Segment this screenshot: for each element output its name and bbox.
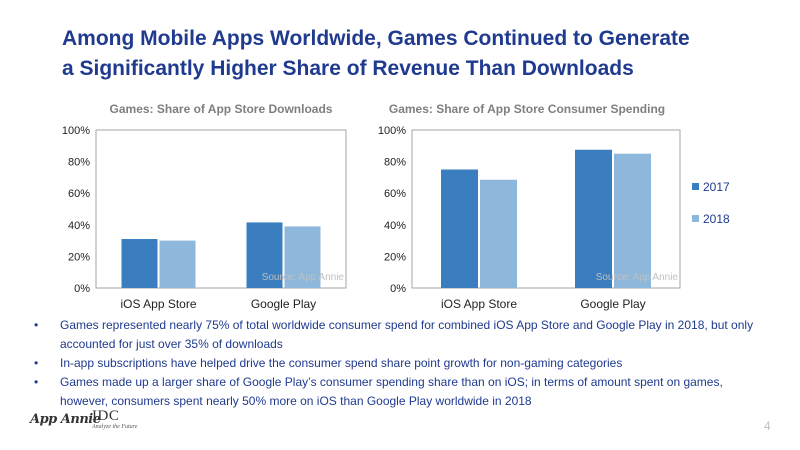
downloads-source-note: Source: App Annie (262, 272, 345, 283)
legend-swatch-2017 (692, 183, 699, 190)
spending-bar-2018 (614, 153, 651, 288)
downloads-y-tick-label: 40% (68, 220, 90, 232)
spending-bar-2018 (480, 179, 517, 288)
spending-category-label: iOS App Store (441, 297, 517, 311)
downloads-category-label: Google Play (251, 297, 316, 311)
spending-source-note: Source: App Annie (596, 272, 679, 283)
idc-logo: IDC Analyze the Future (92, 408, 152, 431)
bullet-item: Games made up a larger share of Google P… (32, 373, 762, 411)
legend-swatch-2018 (692, 215, 699, 222)
downloads-category-label: iOS App Store (120, 297, 196, 311)
downloads-bar-2018 (284, 226, 321, 288)
spending-bar-2017 (441, 169, 478, 288)
idc-logo-name: IDC (92, 408, 120, 424)
page-title-line-1: Among Mobile Apps Worldwide, Games Conti… (62, 27, 690, 50)
spending-y-tick-label: 20% (384, 251, 406, 263)
downloads-bar-2018 (159, 240, 196, 288)
app-annie-logo: App Annie (30, 412, 101, 427)
bullet-item: Games represented nearly 75% of total wo… (32, 316, 762, 354)
bullet-list: Games represented nearly 75% of total wo… (32, 316, 762, 411)
page-title-line-2: a Significantly Higher Share of Revenue … (62, 57, 634, 80)
downloads-chart: Games: Share of App Store Downloads 0% 20%… (50, 98, 350, 313)
downloads-bar-2017 (121, 239, 158, 288)
spending-chart: Games: Share of App Store Consumer Spend… (372, 98, 792, 313)
downloads-y-tick-label: 0% (74, 283, 90, 295)
spending-plot-frame (411, 129, 681, 289)
spending-y-tick-label: 80% (384, 157, 406, 169)
spending-chart-svg: Games: Share of App Store Consumer Spend… (378, 102, 730, 311)
legend-label-2018: 2018 (703, 212, 730, 226)
downloads-chart-svg: Games: Share of App Store Downloads 0% 20%… (62, 102, 347, 311)
page-title: Among Mobile Apps Worldwide, Games Conti… (62, 24, 762, 84)
spending-bar-2017 (575, 149, 612, 288)
downloads-plot-frame (95, 129, 347, 289)
spending-y-tick-label: 0% (390, 283, 406, 295)
downloads-chart-title: Games: Share of App Store Downloads (110, 102, 333, 116)
spending-category-label: Google Play (580, 297, 645, 311)
spending-chart-title: Games: Share of App Store Consumer Spend… (389, 102, 665, 116)
page-number: 4 (764, 419, 771, 433)
downloads-y-tick-label: 20% (68, 251, 90, 263)
spending-y-tick-label: 40% (384, 220, 406, 232)
downloads-y-tick-label: 100% (62, 125, 90, 137)
bullet-item: In-app subscriptions have helped drive t… (32, 354, 762, 373)
idc-logo-tagline: Analyze the Future (92, 424, 138, 430)
downloads-y-tick-label: 80% (68, 157, 90, 169)
spending-y-tick-label: 60% (384, 188, 406, 200)
downloads-y-tick-label: 60% (68, 188, 90, 200)
legend-label-2017: 2017 (703, 180, 730, 194)
spending-y-tick-label: 100% (378, 125, 406, 137)
downloads-bar-2017 (246, 222, 283, 288)
